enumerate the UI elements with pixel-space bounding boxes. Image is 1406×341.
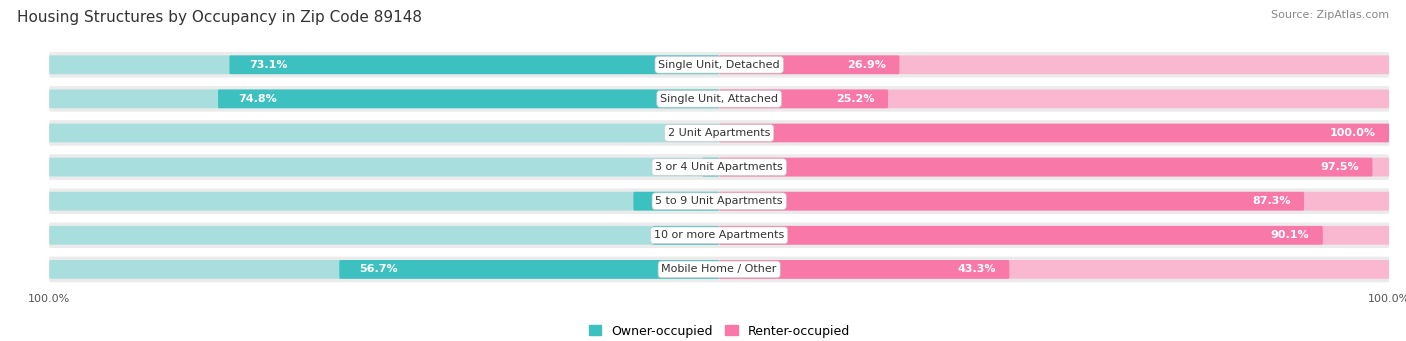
Text: 90.1%: 90.1% xyxy=(1271,230,1309,240)
Text: 87.3%: 87.3% xyxy=(1253,196,1291,206)
FancyBboxPatch shape xyxy=(339,260,720,279)
Text: 56.7%: 56.7% xyxy=(360,264,398,275)
FancyBboxPatch shape xyxy=(652,226,720,245)
Text: 12.8%: 12.8% xyxy=(654,196,692,206)
FancyBboxPatch shape xyxy=(218,89,720,108)
FancyBboxPatch shape xyxy=(720,123,1389,143)
Text: 74.8%: 74.8% xyxy=(238,94,277,104)
FancyBboxPatch shape xyxy=(49,260,720,279)
FancyBboxPatch shape xyxy=(229,56,720,74)
Text: 100.0%: 100.0% xyxy=(1330,128,1375,138)
Text: 3 or 4 Unit Apartments: 3 or 4 Unit Apartments xyxy=(655,162,783,172)
FancyBboxPatch shape xyxy=(720,158,1372,176)
Text: Housing Structures by Occupancy in Zip Code 89148: Housing Structures by Occupancy in Zip C… xyxy=(17,10,422,25)
Text: Mobile Home / Other: Mobile Home / Other xyxy=(661,264,778,275)
FancyBboxPatch shape xyxy=(720,192,1303,210)
FancyBboxPatch shape xyxy=(49,256,1389,282)
FancyBboxPatch shape xyxy=(720,158,1389,176)
Text: Source: ZipAtlas.com: Source: ZipAtlas.com xyxy=(1271,10,1389,20)
FancyBboxPatch shape xyxy=(720,226,1323,245)
Text: 0.0%: 0.0% xyxy=(682,128,713,138)
FancyBboxPatch shape xyxy=(49,52,1389,77)
Text: 26.9%: 26.9% xyxy=(846,60,886,70)
FancyBboxPatch shape xyxy=(49,158,720,176)
Text: 25.2%: 25.2% xyxy=(837,94,875,104)
FancyBboxPatch shape xyxy=(49,154,1389,180)
Text: 2 Unit Apartments: 2 Unit Apartments xyxy=(668,128,770,138)
FancyBboxPatch shape xyxy=(634,192,720,210)
Legend: Owner-occupied, Renter-occupied: Owner-occupied, Renter-occupied xyxy=(589,325,849,338)
FancyBboxPatch shape xyxy=(49,120,1389,146)
FancyBboxPatch shape xyxy=(49,86,1389,112)
FancyBboxPatch shape xyxy=(720,56,1389,74)
Text: 43.3%: 43.3% xyxy=(957,264,995,275)
Text: Single Unit, Attached: Single Unit, Attached xyxy=(661,94,778,104)
FancyBboxPatch shape xyxy=(720,192,1389,210)
FancyBboxPatch shape xyxy=(49,188,1389,214)
FancyBboxPatch shape xyxy=(720,89,889,108)
FancyBboxPatch shape xyxy=(720,226,1389,245)
FancyBboxPatch shape xyxy=(49,56,720,74)
Text: 2.5%: 2.5% xyxy=(665,162,696,172)
FancyBboxPatch shape xyxy=(703,158,720,176)
FancyBboxPatch shape xyxy=(720,56,900,74)
FancyBboxPatch shape xyxy=(49,192,720,210)
Text: 9.9%: 9.9% xyxy=(673,230,704,240)
Text: 5 to 9 Unit Apartments: 5 to 9 Unit Apartments xyxy=(655,196,783,206)
FancyBboxPatch shape xyxy=(49,226,720,245)
FancyBboxPatch shape xyxy=(720,260,1010,279)
FancyBboxPatch shape xyxy=(49,123,720,143)
FancyBboxPatch shape xyxy=(720,260,1389,279)
Text: 10 or more Apartments: 10 or more Apartments xyxy=(654,230,785,240)
FancyBboxPatch shape xyxy=(49,222,1389,248)
Text: Single Unit, Detached: Single Unit, Detached xyxy=(658,60,780,70)
Text: 97.5%: 97.5% xyxy=(1320,162,1360,172)
FancyBboxPatch shape xyxy=(49,89,720,108)
FancyBboxPatch shape xyxy=(720,89,1389,108)
Text: 73.1%: 73.1% xyxy=(249,60,288,70)
